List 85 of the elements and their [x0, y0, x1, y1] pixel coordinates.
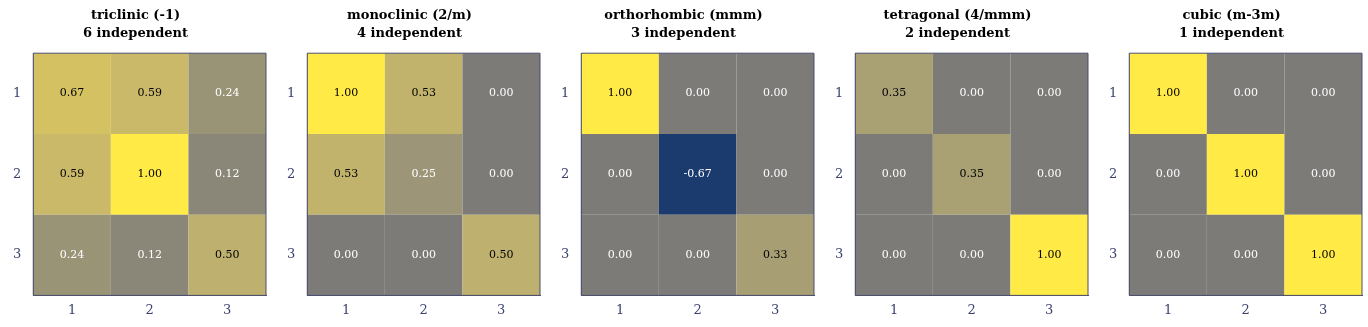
data-label: 0.50	[214, 247, 240, 261]
x-tick-label: 3	[497, 301, 506, 317]
data-label: 0.00	[1155, 247, 1181, 261]
data-label: 0.00	[488, 167, 514, 181]
data-label: 1.00	[1233, 167, 1258, 181]
data-label: 0.00	[959, 86, 984, 100]
data-label: 0.00	[881, 247, 907, 261]
y-tick-label: 3	[560, 246, 570, 262]
data-label: 0.00	[1036, 86, 1062, 100]
data-label: 0.00	[1233, 86, 1258, 100]
data-label: 0.33	[762, 247, 788, 261]
data-label: 0.24	[214, 86, 240, 100]
x-tick-label: 2	[693, 301, 702, 317]
x-tick-label: 2	[145, 301, 154, 317]
y-tick-label: 2	[12, 165, 22, 181]
y-tick-label: 1	[560, 84, 570, 100]
x-tick-label: 1	[67, 301, 77, 317]
data-label: 0.00	[1233, 247, 1258, 261]
data-label: 0.50	[488, 247, 514, 261]
data-label: 0.24	[59, 247, 85, 261]
data-label: 0.00	[959, 247, 984, 261]
data-label: 0.53	[333, 167, 359, 181]
data-label: 1.00	[1036, 247, 1062, 261]
data-label: 0.00	[1310, 167, 1336, 181]
chart-title: triclinic (-1)	[90, 7, 181, 23]
data-label: 1.00	[1310, 247, 1336, 261]
data-label: 1.00	[137, 167, 162, 181]
chart-title: monoclinic (2/m)	[346, 7, 473, 23]
data-label: 0.00	[685, 247, 710, 261]
x-tick-label: 3	[1045, 301, 1054, 317]
y-tick-label: 1	[286, 84, 296, 100]
data-label: 0.00	[333, 247, 359, 261]
data-label: 0.00	[762, 167, 788, 181]
data-label: 0.25	[411, 167, 436, 181]
data-label: 0.00	[1155, 167, 1181, 181]
chart-title: orthorhombic (mmm)	[604, 7, 763, 23]
x-tick-label: 3	[771, 301, 780, 317]
data-label: 0.12	[214, 167, 240, 181]
chart-title: cubic (m-3m)	[1182, 7, 1281, 23]
chart-subtitle: 3 independent	[631, 24, 736, 40]
data-label: 0.00	[1310, 86, 1336, 100]
chart-subtitle: 6 independent	[83, 24, 188, 40]
data-label: 0.00	[607, 167, 633, 181]
data-label: 0.00	[762, 86, 788, 100]
data-label: 0.53	[411, 86, 436, 100]
x-tick-label: 3	[223, 301, 232, 317]
data-label: -0.67	[683, 167, 712, 181]
x-tick-label: 2	[419, 301, 428, 317]
data-label: 0.00	[1036, 167, 1062, 181]
y-tick-label: 1	[12, 84, 22, 100]
y-tick-label: 3	[12, 246, 22, 262]
data-label: 0.35	[881, 86, 907, 100]
x-tick-label: 2	[967, 301, 976, 317]
data-label: 0.35	[959, 167, 984, 181]
data-label: 1.00	[333, 86, 359, 100]
y-tick-label: 3	[834, 246, 844, 262]
chart-subtitle: 1 independent	[1179, 24, 1284, 40]
data-label: 0.00	[685, 86, 710, 100]
chart-subtitle: 4 independent	[357, 24, 462, 40]
y-tick-label: 2	[286, 165, 296, 181]
y-tick-label: 2	[1108, 165, 1118, 181]
y-tick-label: 1	[834, 84, 844, 100]
data-label: 0.00	[488, 86, 514, 100]
data-label: 0.00	[607, 247, 633, 261]
data-label: 0.00	[411, 247, 436, 261]
data-label: 0.00	[881, 167, 907, 181]
x-tick-label: 1	[615, 301, 625, 317]
x-tick-label: 1	[341, 301, 351, 317]
chart-subtitle: 2 independent	[905, 24, 1010, 40]
data-label: 0.59	[137, 86, 162, 100]
x-tick-label: 1	[1163, 301, 1173, 317]
y-tick-label: 3	[1108, 246, 1118, 262]
x-tick-label: 1	[889, 301, 899, 317]
y-tick-label: 3	[286, 246, 296, 262]
y-tick-label: 2	[560, 165, 570, 181]
x-tick-label: 3	[1319, 301, 1328, 317]
x-tick-label: 2	[1241, 301, 1250, 317]
data-label: 0.59	[59, 167, 85, 181]
data-label: 1.00	[607, 86, 633, 100]
data-label: 0.12	[137, 247, 162, 261]
data-label: 0.67	[59, 86, 85, 100]
data-label: 1.00	[1155, 86, 1181, 100]
y-tick-label: 1	[1108, 84, 1118, 100]
chart-title: tetragonal (4/mmm)	[883, 7, 1032, 23]
y-tick-label: 2	[834, 165, 844, 181]
